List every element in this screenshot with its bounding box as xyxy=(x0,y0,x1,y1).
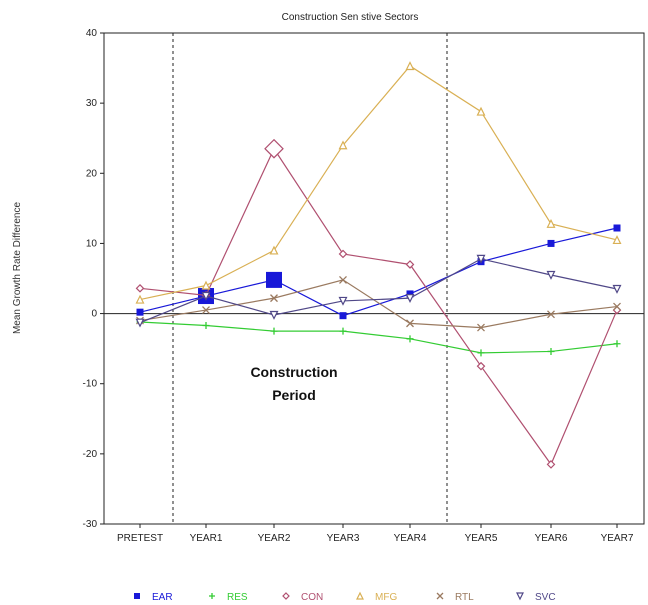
data-point xyxy=(266,271,282,288)
data-point xyxy=(264,138,284,159)
series-line xyxy=(139,321,618,354)
data-point xyxy=(338,296,348,306)
data-point xyxy=(406,335,414,343)
data-point xyxy=(546,270,556,280)
data-point xyxy=(339,275,347,284)
legend-item-ear: EAR xyxy=(134,592,173,603)
legend-label: MFG xyxy=(375,592,397,603)
data-point xyxy=(201,280,211,290)
data-point xyxy=(405,294,415,303)
legend-label: RTL xyxy=(455,592,474,603)
series-line xyxy=(139,227,618,317)
data-point xyxy=(546,218,556,228)
data-point xyxy=(406,319,414,328)
y-tick-label: 0 xyxy=(91,309,97,320)
data-point xyxy=(405,61,415,71)
x-tick-label: YEAR3 xyxy=(327,533,360,544)
data-point xyxy=(269,310,279,320)
data-point xyxy=(135,283,145,293)
data-point xyxy=(209,593,215,599)
data-point xyxy=(436,592,444,600)
data-point xyxy=(546,460,556,469)
data-point xyxy=(136,308,144,316)
series-line xyxy=(139,147,618,466)
data-point xyxy=(339,327,347,335)
annotation-line-1: Construction xyxy=(250,364,337,380)
legend-item-mfg: MFG xyxy=(356,591,397,603)
series-svc xyxy=(135,254,622,328)
data-point xyxy=(269,245,279,255)
legend-label: CON xyxy=(301,592,323,603)
y-tick-label: -10 xyxy=(83,379,98,390)
series-line xyxy=(139,65,618,301)
y-axis-label: Mean Growth Rate Difference xyxy=(12,202,23,335)
data-point xyxy=(201,291,211,301)
y-tick-label: -30 xyxy=(83,519,98,530)
data-point xyxy=(202,321,210,329)
data-point xyxy=(613,340,621,348)
y-tick-label: 10 xyxy=(86,238,98,249)
series-mfg xyxy=(135,61,622,304)
x-tick-label: YEAR7 xyxy=(601,533,634,544)
data-point xyxy=(613,302,621,311)
data-point xyxy=(135,294,145,304)
x-tick-label: PRETEST xyxy=(117,533,163,544)
data-point xyxy=(477,323,485,332)
data-point xyxy=(356,591,364,600)
data-point xyxy=(282,592,290,600)
data-point xyxy=(612,235,622,245)
legend-item-res: RES xyxy=(209,592,248,603)
data-point xyxy=(270,327,278,335)
data-point xyxy=(338,140,348,150)
data-point xyxy=(613,224,621,232)
data-point xyxy=(202,306,210,315)
y-tick-label: 20 xyxy=(86,168,98,179)
data-point xyxy=(516,592,524,601)
x-tick-label: YEAR4 xyxy=(394,533,427,544)
data-point xyxy=(135,318,145,328)
legend-label: RES xyxy=(227,592,248,603)
data-point xyxy=(476,254,486,264)
legend-item-con: CON xyxy=(282,592,323,603)
legend: EAR RES CON MFG RTL SVC xyxy=(134,591,556,603)
data-point xyxy=(476,106,486,116)
chart-title: Construction Sen stive Sectors xyxy=(282,12,419,23)
y-tick-label: 40 xyxy=(86,28,98,39)
legend-item-rtl: RTL xyxy=(436,592,474,603)
x-tick-label: YEAR2 xyxy=(258,533,291,544)
data-point xyxy=(477,349,485,357)
y-tick-label: 30 xyxy=(86,98,98,109)
data-point xyxy=(339,312,347,320)
series-line xyxy=(139,258,618,324)
legend-label: SVC xyxy=(535,592,556,603)
data-point xyxy=(547,347,555,355)
series-line xyxy=(139,279,618,329)
data-point xyxy=(547,310,555,319)
plot-area xyxy=(103,32,645,525)
annotation-line-2: Period xyxy=(272,387,316,403)
x-tick-label: YEAR1 xyxy=(190,533,223,544)
data-point xyxy=(476,361,486,371)
x-tick-label: YEAR6 xyxy=(535,533,568,544)
data-point xyxy=(612,284,622,294)
y-tick-label: -20 xyxy=(83,449,98,460)
legend-item-svc: SVC xyxy=(516,592,556,603)
legend-label: EAR xyxy=(152,592,173,603)
data-point xyxy=(405,260,415,269)
data-point xyxy=(547,239,555,247)
series-rtl xyxy=(136,275,621,332)
data-point xyxy=(134,593,140,599)
data-point xyxy=(270,294,278,303)
x-tick-label: YEAR5 xyxy=(465,533,498,544)
data-point xyxy=(338,249,348,259)
series-res xyxy=(136,318,621,357)
data-point xyxy=(406,290,414,298)
